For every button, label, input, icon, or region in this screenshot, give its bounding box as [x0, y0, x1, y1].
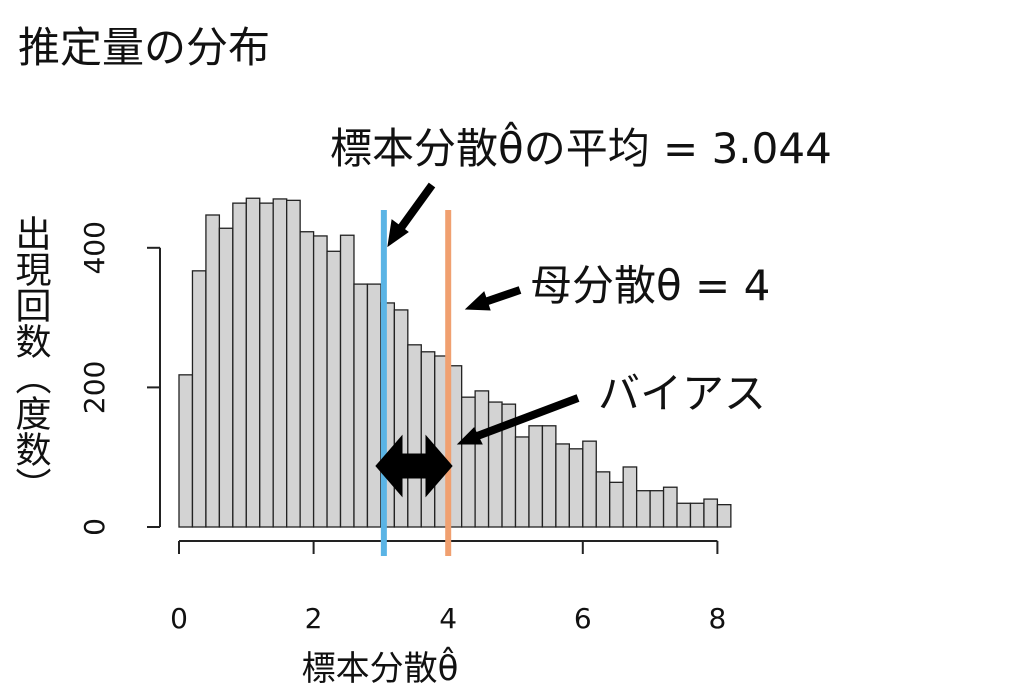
bar [689, 502, 705, 528]
x-tick-label: 2 [305, 602, 323, 635]
x-tick-label: 4 [439, 602, 457, 635]
bar [595, 471, 611, 528]
y-axis-label: 出現回数（度数） [10, 215, 52, 503]
y-tick-label: 200 [78, 361, 111, 414]
bar [178, 374, 194, 528]
bar [339, 234, 355, 528]
bar [191, 270, 207, 528]
bar [259, 202, 274, 528]
x-tick-label: 0 [170, 602, 188, 635]
plot: 0 2 4 6 8 0 200 400 [78, 197, 732, 635]
y-tick-label: 400 [78, 221, 111, 274]
bar [205, 214, 221, 528]
bar [662, 486, 678, 528]
bar [407, 344, 422, 528]
bar [649, 490, 665, 528]
bar [582, 440, 597, 528]
bar [474, 390, 490, 528]
bar [366, 283, 382, 528]
bar [716, 504, 732, 528]
bar [487, 401, 503, 528]
bar [299, 231, 315, 528]
annotation: バイアス [598, 369, 766, 418]
chart-title: 推定量の分布 [18, 23, 270, 72]
bar [326, 250, 342, 528]
bar [232, 202, 247, 528]
bar [703, 498, 719, 528]
bar [635, 490, 651, 528]
bar [528, 425, 544, 528]
arrows [375, 182, 580, 498]
bar [514, 436, 530, 528]
bar [568, 448, 584, 528]
bar [461, 396, 476, 528]
bar [609, 481, 624, 528]
bar [312, 235, 328, 528]
bar [676, 502, 692, 528]
bar [353, 283, 369, 528]
x-tick-label: 8 [708, 602, 726, 635]
x-axis-label: 標本分散θ̂ [302, 647, 459, 689]
y-tick-label: 0 [78, 518, 111, 536]
annotation: 母分散θ = 4 [530, 261, 770, 310]
bar [218, 227, 234, 528]
bar [555, 443, 570, 528]
bar [541, 425, 557, 528]
annotation: 標本分散θ̂の平均 = 3.044 [330, 121, 832, 173]
bar [622, 466, 638, 528]
bar [272, 198, 288, 528]
bar [286, 199, 301, 528]
x-tick-label: 6 [574, 602, 592, 635]
bar [245, 197, 261, 528]
